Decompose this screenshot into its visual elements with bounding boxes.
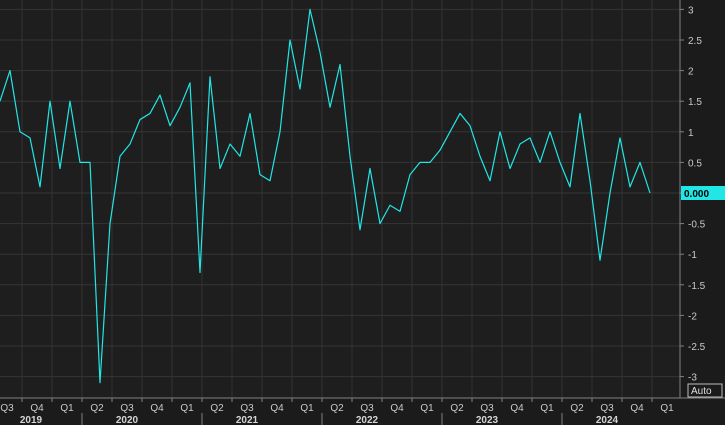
x-tick-label: Q3 [480,403,494,414]
y-tick-label: -1 [688,250,697,261]
y-tick-label: 1.5 [688,97,702,108]
x-tick-label: Q3 [0,403,14,414]
auto-scale-label: Auto [691,386,712,397]
y-tick-label: -3 [688,373,697,384]
x-tick-label: Q1 [420,403,434,414]
x-tick-label: Q4 [510,403,524,414]
x-tick-label: Q1 [540,403,554,414]
x-tick-label: Q2 [90,403,104,414]
x-tick-label: Q1 [300,403,314,414]
y-tick-label: -2.5 [688,342,706,353]
last-value-label: 0.000 [684,189,709,200]
y-tick-label: 2 [688,67,694,78]
y-tick-label: 0.5 [688,158,702,169]
x-tick-label: Q4 [630,403,644,414]
y-tick-label: 2.5 [688,36,702,47]
year-label: 2019 [20,415,43,425]
y-tick-label: -1.5 [688,281,706,292]
x-tick-label: Q4 [390,403,404,414]
x-tick-label: Q4 [150,403,164,414]
x-tick-label: Q3 [360,403,374,414]
x-tick-label: Q3 [120,403,134,414]
y-tick-label: 3 [688,5,694,16]
year-label: 2022 [356,415,379,425]
last-value-box [681,186,725,200]
x-tick-label: Q2 [330,403,344,414]
x-tick-label: Q1 [660,403,674,414]
year-label: 2020 [116,415,139,425]
y-tick-label: -0.5 [688,220,706,231]
x-tick-label: Q2 [570,403,584,414]
year-label: 2023 [476,415,499,425]
auto-scale-button[interactable] [687,383,723,398]
x-tick-label: Q1 [60,403,74,414]
x-tick-label: Q1 [180,403,194,414]
year-label: 2021 [236,415,259,425]
series-line [0,8,651,384]
x-tick-label: Q2 [450,403,464,414]
x-tick-label: Q4 [270,403,284,414]
y-tick-label: 1 [688,128,694,139]
year-label: 2024 [596,415,619,425]
plot-area [0,0,680,398]
x-tick-label: Q2 [210,403,224,414]
x-tick-label: Q3 [240,403,254,414]
x-tick-label: Q4 [30,403,44,414]
y-tick-label: -2 [688,311,697,322]
x-tick-label: Q3 [600,403,614,414]
